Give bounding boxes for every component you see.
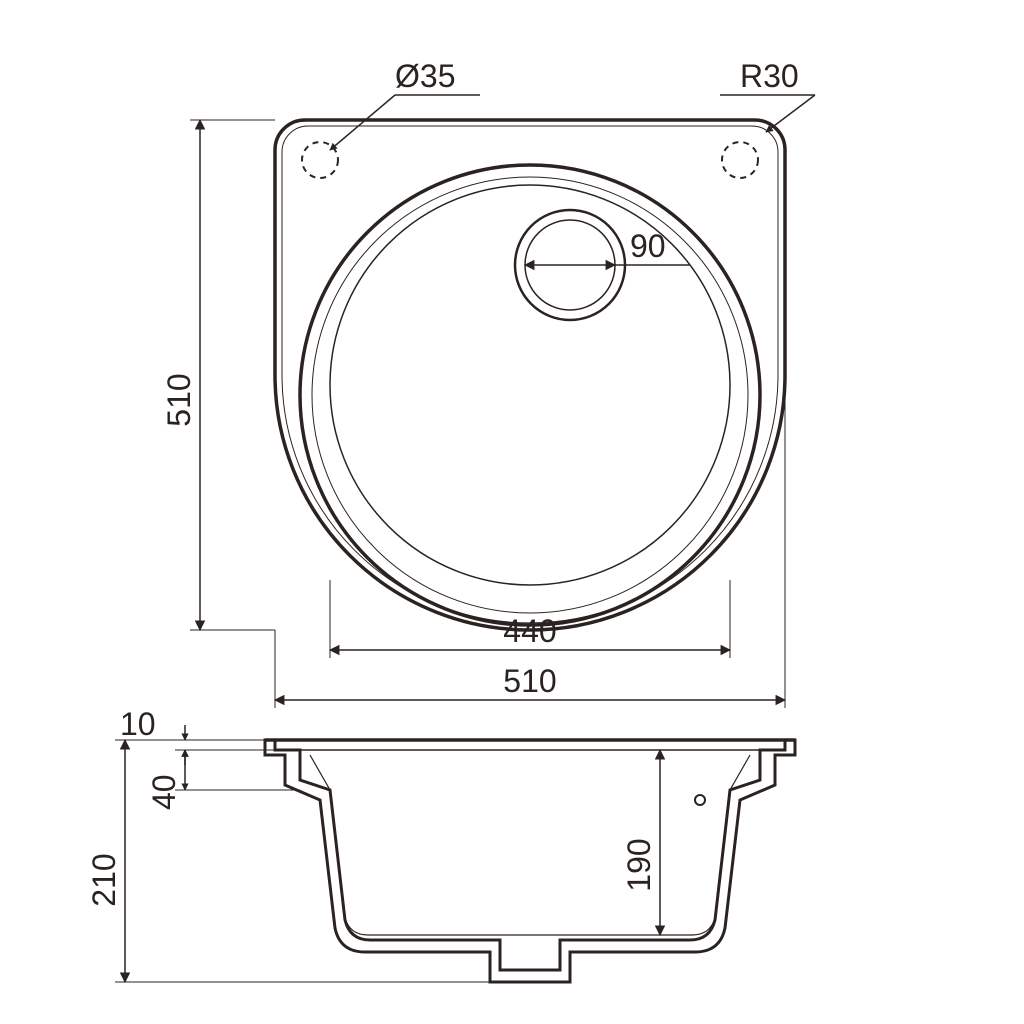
sink-outer-outline	[275, 120, 785, 630]
bowl-outer-circle	[300, 165, 760, 625]
dim-40: 40	[146, 750, 300, 810]
dim-10: 10	[120, 706, 275, 765]
label-10: 10	[120, 706, 156, 742]
side-view: 10 40 210 190	[86, 706, 795, 982]
label-h510: 510	[161, 373, 197, 426]
dim-w510: 510	[275, 400, 785, 708]
sink-side-outline	[265, 740, 795, 982]
bowl-mid-circle	[312, 177, 748, 613]
label-w440: 440	[503, 613, 556, 649]
tap-hole-right	[722, 142, 758, 178]
dim-d35: Ø35	[330, 58, 480, 150]
dim-h510: 510	[161, 120, 275, 630]
label-210: 210	[86, 853, 122, 906]
label-d35: Ø35	[395, 58, 455, 94]
label-r30: R30	[740, 58, 799, 94]
label-190: 190	[621, 838, 657, 891]
label-90: 90	[630, 228, 666, 264]
dim-w440: 440	[330, 580, 730, 658]
dim-90: 90	[525, 228, 690, 265]
label-w510: 510	[503, 663, 556, 699]
dim-190: 190	[621, 750, 660, 935]
label-40: 40	[146, 774, 182, 810]
top-view: Ø35 R30 90 510 440	[161, 58, 815, 708]
sink-technical-drawing: Ø35 R30 90 510 440	[0, 0, 1024, 1024]
